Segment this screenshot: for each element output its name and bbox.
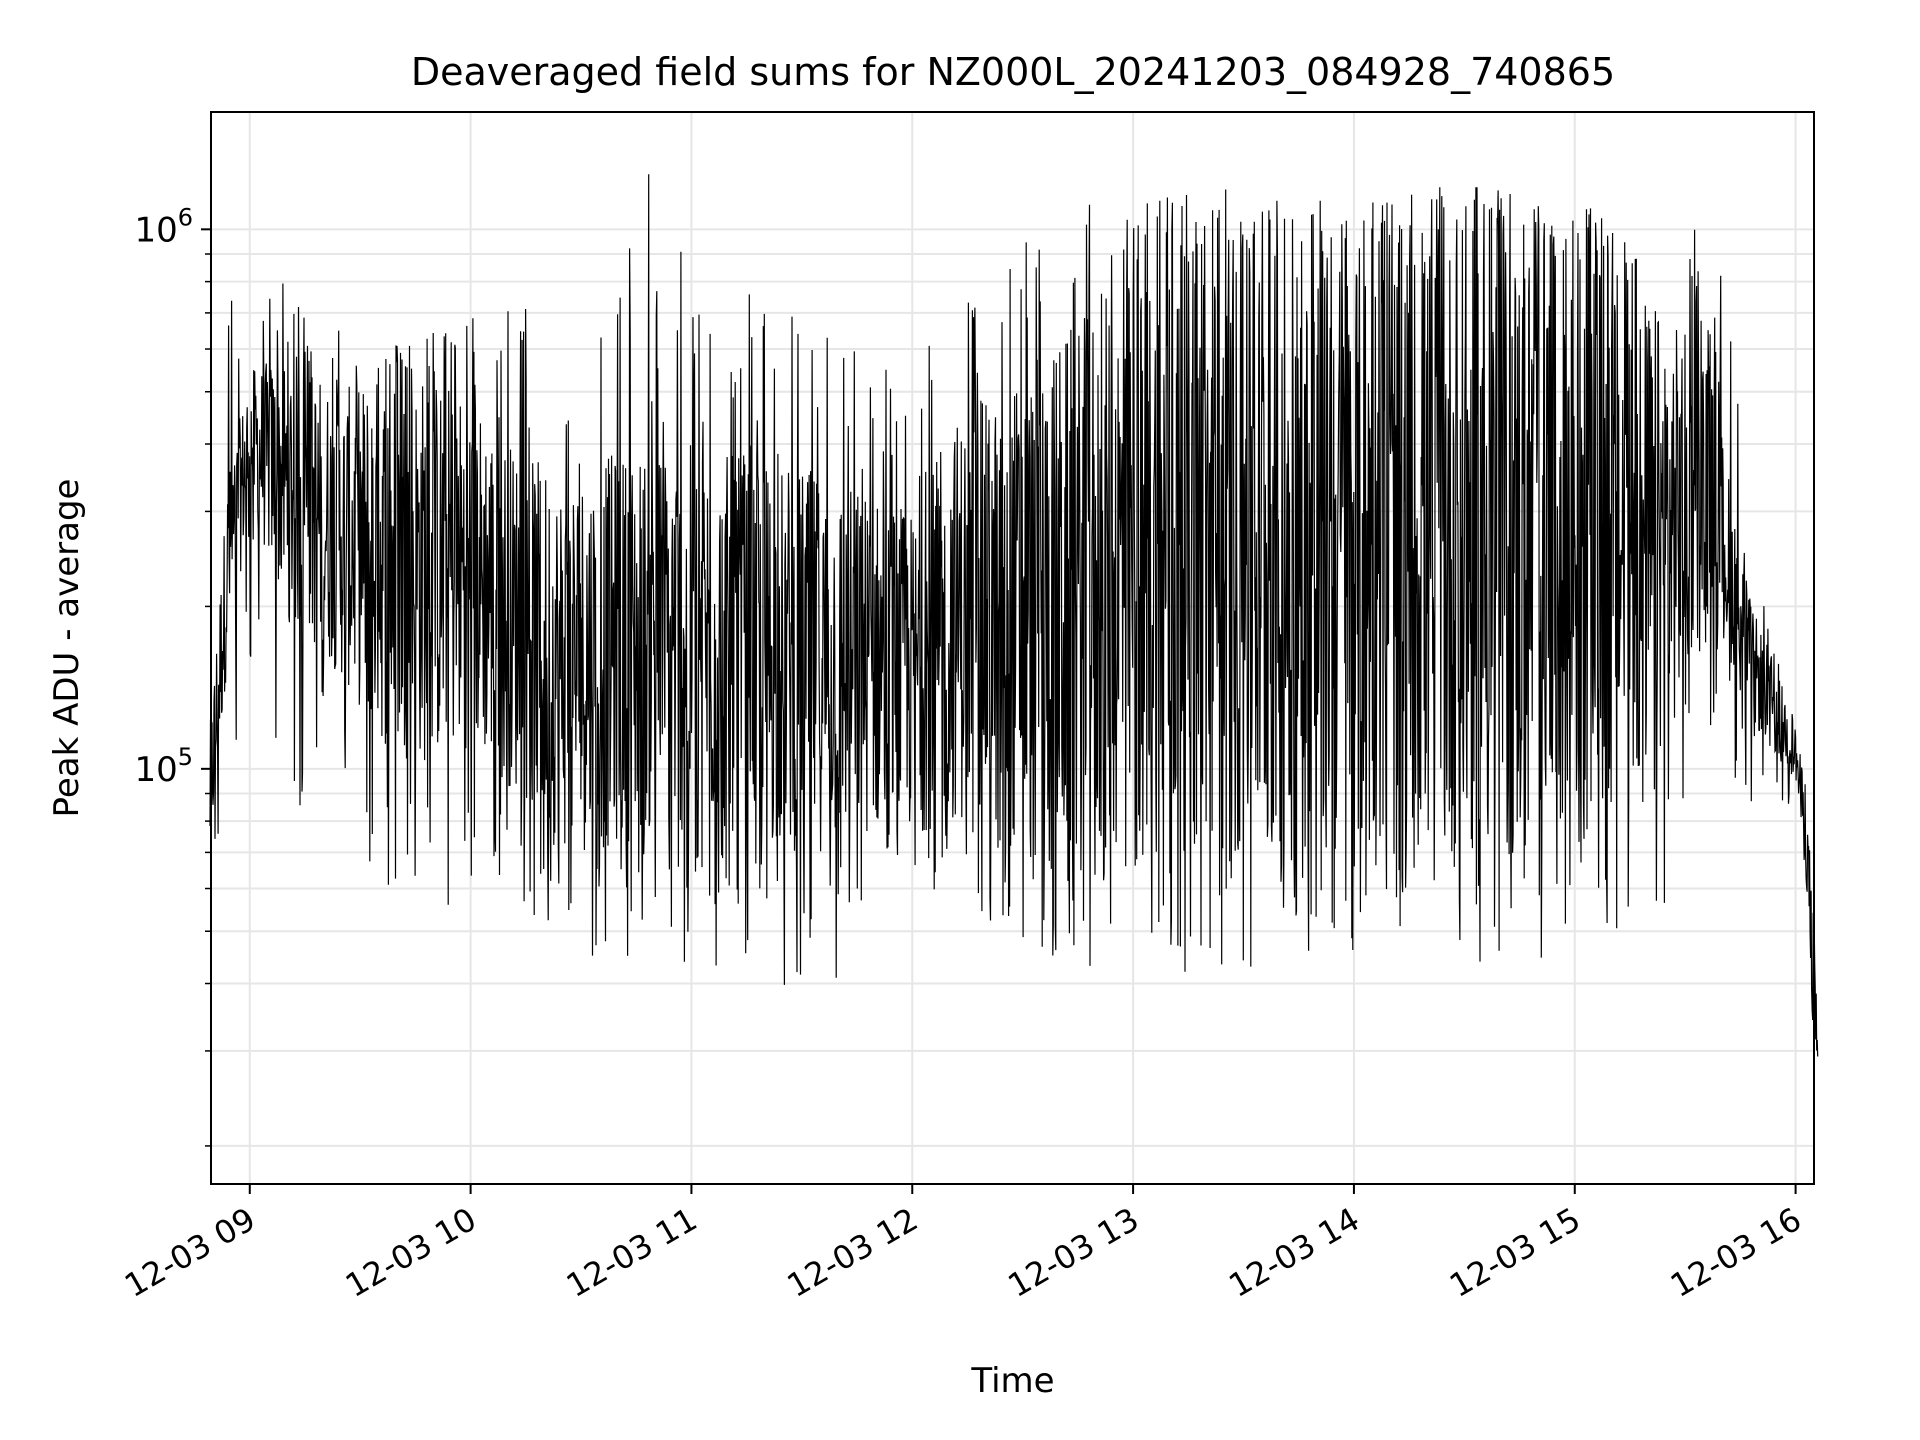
y-axis-label: Peak ADU - average — [47, 479, 87, 818]
y-tick-base: 10 — [134, 210, 177, 250]
y-tick-base: 10 — [134, 750, 177, 790]
y-tick-exponent: 5 — [178, 743, 193, 771]
plot-frame — [210, 111, 1815, 1185]
x-axis-label: Time — [970, 1361, 1054, 1401]
y-tick-exponent: 6 — [178, 203, 193, 231]
y-tick-label: 105 — [134, 743, 193, 790]
y-tick-label: 106 — [134, 203, 193, 250]
plot-area — [209, 174, 1819, 1057]
chart-title: Deaveraged field sums for NZ000L_2024120… — [411, 50, 1615, 94]
series-line — [209, 174, 1819, 1057]
